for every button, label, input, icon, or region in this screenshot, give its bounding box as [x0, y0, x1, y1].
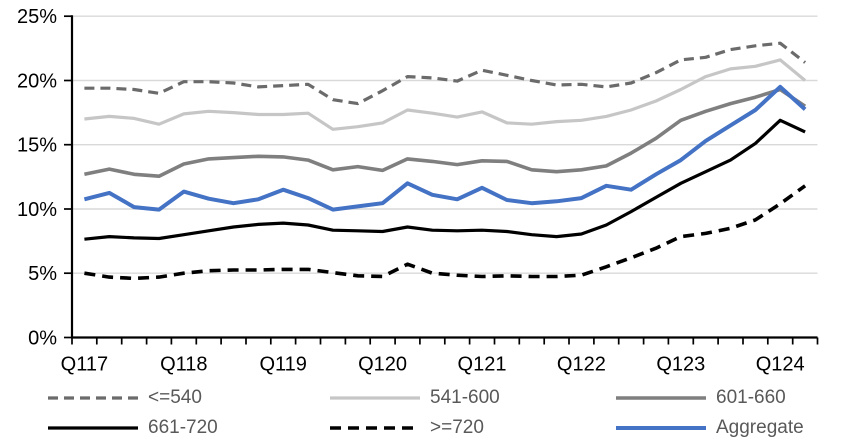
x-axis-label: Q122: [557, 354, 606, 376]
x-axis-label: Q118: [160, 354, 207, 376]
legend-label-541-600: 541-600: [430, 387, 500, 408]
x-axis-label: Q119: [259, 354, 306, 376]
series-line-ge720: [84, 184, 807, 281]
series-line-aggregate: [83, 84, 807, 212]
plot-area: 0% 5% 10% 15% 20% 25% Q117 Q118 Q119 Q120 Q121 Q122…: [17, 6, 819, 376]
legend-line-sample: [616, 396, 706, 400]
legend-item-aggregate: Aggregate: [614, 417, 804, 439]
legend-label-le540: <=540: [148, 387, 202, 408]
legend-label-aggregate: Aggregate: [716, 417, 804, 438]
y-axis-label: 25%: [17, 6, 57, 28]
legend-item-le540: <=540: [46, 387, 202, 409]
legend-marker-le540-dashed-gray-line: [46, 393, 140, 403]
legend-item-541-600: 541-600: [328, 387, 500, 409]
legend-label-ge720: >=720: [430, 417, 484, 438]
legend-line-sample: [48, 396, 138, 400]
series-line-le540: [84, 41, 807, 106]
legend-line-sample: [330, 426, 420, 430]
y-axis-label: 20%: [17, 71, 57, 93]
x-axis-label: Q120: [358, 354, 407, 376]
legend-marker-601-660-gray-line: [614, 393, 708, 403]
series-line-661-720: [84, 118, 806, 241]
legend-marker-aggregate-blue-line: [614, 423, 708, 433]
series-line-541-600: [84, 58, 807, 131]
y-axis-label: 10%: [17, 199, 57, 221]
y-axis-label: 5%: [28, 263, 57, 285]
legend-item-ge720: >=720: [328, 417, 484, 439]
legend-line-sample: [48, 426, 138, 430]
x-axis-label: Q123: [656, 354, 705, 376]
legend-line-sample: [330, 396, 420, 400]
legend-item-661-720: 661-720: [46, 417, 218, 439]
x-axis-label: Q121: [458, 354, 507, 376]
legend-marker-661-720-black-line: [46, 423, 140, 433]
legend-marker-541-600-light-gray-line: [328, 393, 422, 403]
y-axis-label: 0%: [28, 328, 57, 350]
legend-item-601-660: 601-660: [614, 387, 786, 409]
legend-line-sample: [616, 426, 706, 430]
x-axis-label: Q124: [756, 354, 805, 376]
legend-marker-ge720-dashed-black-line: [328, 423, 422, 433]
series-line-601-660: [84, 87, 807, 178]
x-axis-label: Q117: [61, 354, 108, 376]
legend-label-601-660: 601-660: [716, 387, 786, 408]
y-axis-label: 15%: [17, 135, 57, 157]
legend-label-661-720: 661-720: [148, 417, 218, 438]
